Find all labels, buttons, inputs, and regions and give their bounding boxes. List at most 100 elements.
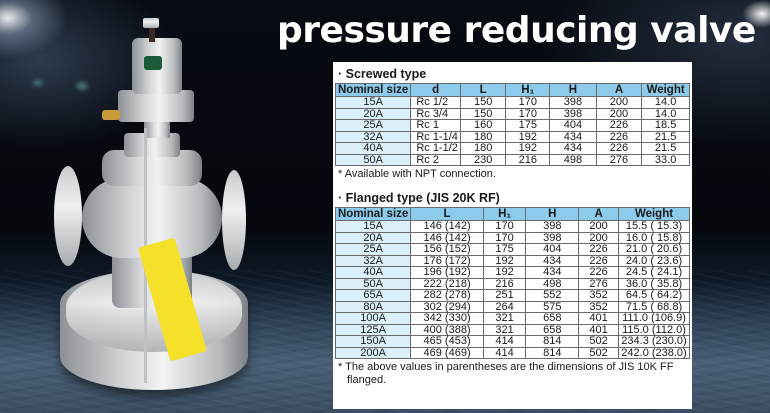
column-header: d xyxy=(410,83,461,97)
table-cell: 226 xyxy=(595,130,643,143)
table-row: 80A 302 (294) 264 575 352 71.5 ( 68.8) xyxy=(334,300,690,313)
table-cell: Rc 3/4 xyxy=(410,107,461,120)
table-cell: 216 xyxy=(482,277,527,290)
table-cell: 222 (218) xyxy=(410,277,484,290)
column-header: A xyxy=(595,83,643,97)
table-row: 15A 146 (142) 170 398 200 15.5 ( 15.3) xyxy=(334,220,690,233)
table-cell: 200 xyxy=(578,220,619,233)
table-cell: 200A xyxy=(334,346,412,359)
table-cell: 25A xyxy=(334,119,412,132)
table-cell: 15A xyxy=(334,220,412,233)
table-cell: 156 (152) xyxy=(410,243,484,256)
table-cell: 321 xyxy=(482,323,527,336)
table-cell: 352 xyxy=(578,289,619,302)
table-cell: 502 xyxy=(578,346,619,359)
table-row: 20A Rc 3/4 150 170 398 200 14.0 xyxy=(334,107,690,120)
table-row: 20A 146 (142) 170 398 200 16.0 ( 15.8) xyxy=(334,231,690,244)
table-row: 15A Rc 1/2 150 170 398 200 14.0 xyxy=(334,96,690,109)
table-cell: 125A xyxy=(334,323,412,336)
table-row: 25A 156 (152) 175 404 226 21.0 ( 20.6) xyxy=(334,243,690,256)
table-cell: 20A xyxy=(334,107,412,120)
table-row: 40A 196 (192) 192 434 226 24.5 ( 24.1) xyxy=(334,266,690,279)
table-cell: Rc 1/2 xyxy=(410,96,461,109)
table-cell: 40A xyxy=(334,266,412,279)
table-cell: 14.0 xyxy=(641,96,690,109)
column-header: H xyxy=(525,207,580,221)
table-cell: 400 (388) xyxy=(410,323,484,336)
table-cell: 196 (192) xyxy=(410,266,484,279)
table-cell: 150A xyxy=(334,335,412,348)
table-cell: 226 xyxy=(595,142,643,155)
table-cell: 150 xyxy=(459,107,507,120)
table-cell: 15A xyxy=(334,96,412,109)
table-cell: 192 xyxy=(505,142,551,155)
table-cell: Rc 2 xyxy=(410,153,461,166)
table-row: 50A Rc 2 230 216 498 276 33.0 xyxy=(334,153,690,166)
table-cell: 170 xyxy=(505,107,551,120)
table-cell: 170 xyxy=(482,220,527,233)
table-cell: 658 xyxy=(525,312,580,325)
table-cell: 64.5 ( 64.2) xyxy=(618,289,690,302)
table-row: 200A 469 (469) 414 814 502 242.0 (238.0) xyxy=(334,346,690,359)
table-cell: 36.0 ( 35.8) xyxy=(618,277,690,290)
flanged-type-table: Nominal size L H₁ H A Weight 15A 146 (14… xyxy=(334,207,690,359)
table-cell: 40A xyxy=(334,142,412,155)
table-cell: 226 xyxy=(578,243,619,256)
column-header: Weight xyxy=(641,83,690,97)
table-cell: 21.5 xyxy=(641,142,690,155)
column-header: L xyxy=(410,207,484,221)
table-cell: 321 xyxy=(482,312,527,325)
table-cell: 32A xyxy=(334,254,412,267)
table-cell: 20A xyxy=(334,231,412,244)
table-cell: 115.0 (112.0) xyxy=(618,323,690,336)
table-cell: 32A xyxy=(334,130,412,143)
table-cell: 498 xyxy=(525,277,580,290)
table-row: 32A Rc 1-1/4 180 192 434 226 21.5 xyxy=(334,130,690,143)
table-cell: 200 xyxy=(595,96,643,109)
table-cell: 160 xyxy=(459,119,507,132)
table-cell: 498 xyxy=(549,153,597,166)
table-cell: 398 xyxy=(549,96,597,109)
light-glint xyxy=(33,80,43,86)
column-header: H₁ xyxy=(482,207,527,221)
table-cell: 302 (294) xyxy=(410,300,484,313)
column-header: Nominal size xyxy=(334,207,412,221)
table-cell: 175 xyxy=(482,243,527,256)
light-glint xyxy=(76,82,88,90)
table-cell: 150 xyxy=(459,96,507,109)
table-cell: 146 (142) xyxy=(410,220,484,233)
table-cell: 352 xyxy=(578,300,619,313)
table-cell: 398 xyxy=(525,220,580,233)
table-cell: 33.0 xyxy=(641,153,690,166)
table-cell: 50A xyxy=(334,277,412,290)
table-cell: 404 xyxy=(525,243,580,256)
table-cell: 552 xyxy=(525,289,580,302)
table-cell: 21.5 xyxy=(641,130,690,143)
table-cell: 434 xyxy=(549,142,597,155)
table-row: 32A 176 (172) 192 434 226 24.0 ( 23.6) xyxy=(334,254,690,267)
table-cell: 342 (330) xyxy=(410,312,484,325)
table-cell: 658 xyxy=(525,323,580,336)
table-cell: 180 xyxy=(459,130,507,143)
table-cell: 401 xyxy=(578,312,619,325)
table-cell: 414 xyxy=(482,346,527,359)
table-row: 50A 222 (218) 216 498 276 36.0 ( 35.8) xyxy=(334,277,690,290)
table-cell: 200 xyxy=(578,231,619,244)
table-cell: 414 xyxy=(482,335,527,348)
table-cell: 18.5 xyxy=(641,119,690,132)
table-cell: 226 xyxy=(578,254,619,267)
table-row: 40A Rc 1-1/2 180 192 434 226 21.5 xyxy=(334,142,690,155)
valve-photo xyxy=(52,8,252,408)
table-cell: 404 xyxy=(549,119,597,132)
table-cell: 14.0 xyxy=(641,107,690,120)
table-cell: 282 (278) xyxy=(410,289,484,302)
screwed-type-heading: · Screwed type xyxy=(338,67,427,81)
spec-panel: · Screwed type Nominal size d L H₁ H A W… xyxy=(333,62,692,409)
table-cell: 16.0 ( 15.8) xyxy=(618,231,690,244)
table-row: 150A 465 (453) 414 814 502 234.3 (230.0) xyxy=(334,335,690,348)
table-cell: 226 xyxy=(595,119,643,132)
table-cell: 50A xyxy=(334,153,412,166)
table-cell: 111.0 (106.9) xyxy=(618,312,690,325)
table-cell: 251 xyxy=(482,289,527,302)
table-cell: 276 xyxy=(578,277,619,290)
